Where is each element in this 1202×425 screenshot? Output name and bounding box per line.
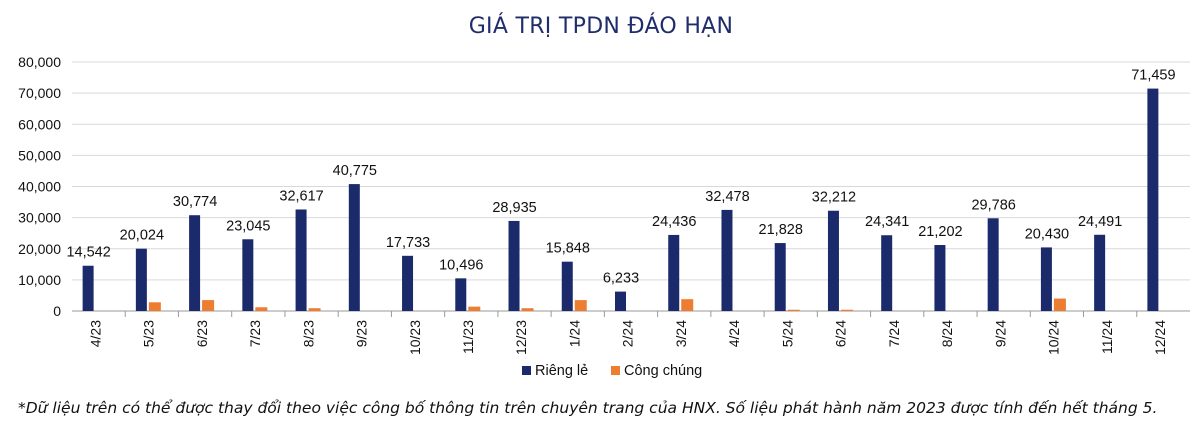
bar-cong-chung: [1053, 298, 1066, 311]
legend-label: Riêng lẻ: [535, 363, 588, 379]
bar-rieng-le: [348, 184, 360, 311]
bar-rieng-le: [242, 239, 254, 311]
x-tick-label: 5/23: [141, 320, 157, 347]
bar-rieng-le: [1040, 247, 1052, 311]
bar-cong-chung: [468, 306, 481, 311]
bar-rieng-le: [82, 265, 94, 311]
footnote: *Dữ liệu trên có thể được thay đổi theo …: [18, 399, 1158, 417]
x-tick-label: 6/24: [833, 320, 849, 347]
x-tick-label: 4/23: [87, 320, 103, 347]
x-tick-label: 5/24: [779, 320, 795, 347]
bar-rieng-le: [295, 209, 307, 311]
bar-cong-chung: [787, 309, 800, 311]
legend-label: Công chúng: [624, 363, 702, 379]
bar-rieng-le: [455, 278, 467, 311]
data-label: 20,024: [120, 228, 164, 244]
bar-rieng-le: [615, 291, 626, 311]
data-label: 28,935: [492, 200, 536, 216]
y-tick-label: 80,000: [18, 54, 61, 70]
bar-cong-chung: [202, 300, 215, 311]
x-tick-label: 4/24: [726, 320, 742, 347]
bar-cong-chung: [255, 307, 268, 311]
bar-rieng-le: [402, 255, 414, 311]
chart-title: GIÁ TRỊ TPDN ĐÁO HẠN: [468, 14, 734, 39]
x-tick-label: 11/24: [1099, 320, 1115, 354]
data-label: 30,774: [173, 194, 217, 210]
bar-rieng-le: [881, 235, 893, 311]
y-tick-label: 20,000: [18, 241, 61, 257]
legend-swatch-cong-chung: [611, 366, 620, 375]
data-label: 32,478: [705, 189, 749, 205]
x-tick-label: 10/23: [407, 320, 423, 355]
bar-rieng-le: [827, 210, 839, 311]
x-tick-label: 1/24: [566, 320, 582, 347]
data-label: 23,045: [226, 218, 270, 234]
bar-rieng-le: [1147, 88, 1159, 311]
data-label: 14,542: [66, 245, 110, 261]
bar-cong-chung: [308, 308, 321, 311]
bar-rieng-le: [934, 245, 946, 311]
y-tick-label: 60,000: [18, 116, 61, 132]
bar-rieng-le: [135, 248, 147, 311]
data-label: 24,436: [652, 214, 696, 230]
x-tick-label: 6/23: [194, 320, 210, 347]
data-label: 20,430: [1025, 226, 1069, 242]
y-tick-label: 0: [53, 303, 61, 319]
legend-swatch-rieng-le: [522, 366, 531, 375]
x-tick-label: 8/24: [939, 320, 955, 347]
bar-rieng-le: [774, 243, 786, 311]
x-tick-label: 7/23: [247, 320, 263, 347]
data-label: 29,786: [971, 197, 1015, 213]
x-tick-label: 9/23: [354, 320, 370, 347]
x-tick-label: 2/24: [620, 320, 636, 347]
data-label: 15,848: [546, 241, 590, 257]
y-tick-label: 50,000: [18, 147, 61, 163]
x-tick-label: 3/24: [673, 320, 689, 347]
y-tick-label: 30,000: [18, 210, 61, 226]
data-label: 32,212: [812, 190, 856, 206]
bar-cong-chung: [681, 299, 694, 311]
bar-rieng-le: [987, 218, 999, 311]
bar-rieng-le: [508, 220, 520, 311]
bar-rieng-le: [561, 261, 573, 311]
bar-cong-chung: [148, 302, 161, 311]
x-tick-label: 11/23: [460, 320, 476, 354]
data-label: 10,496: [439, 257, 483, 273]
data-label: 17,733: [386, 235, 430, 251]
y-tick-label: 70,000: [18, 85, 61, 101]
bar-rieng-le: [1094, 234, 1106, 311]
bar-rieng-le: [668, 234, 680, 311]
data-label: 24,341: [865, 214, 909, 230]
data-label: 21,828: [759, 222, 803, 238]
data-label: 6,233: [603, 271, 639, 287]
x-tick-label: 12/24: [1152, 320, 1168, 355]
data-label: 24,491: [1078, 214, 1122, 230]
bar-cong-chung: [574, 300, 587, 311]
x-tick-label: 7/24: [886, 320, 902, 347]
data-label: 71,459: [1131, 68, 1175, 84]
x-tick-label: 10/24: [1046, 320, 1062, 355]
x-tick-label: 9/24: [992, 320, 1008, 347]
y-tick-label: 40,000: [18, 179, 61, 195]
y-tick-label: 10,000: [18, 272, 61, 288]
bar-rieng-le: [721, 209, 733, 311]
bar-cong-chung: [840, 309, 853, 311]
data-label: 21,202: [918, 224, 962, 240]
bar-cong-chung: [521, 308, 534, 311]
bar-rieng-le: [189, 215, 201, 311]
data-label: 32,617: [279, 188, 323, 204]
data-label: 40,775: [333, 163, 377, 179]
x-tick-label: 8/23: [300, 320, 316, 347]
x-tick-label: 12/23: [513, 320, 529, 355]
